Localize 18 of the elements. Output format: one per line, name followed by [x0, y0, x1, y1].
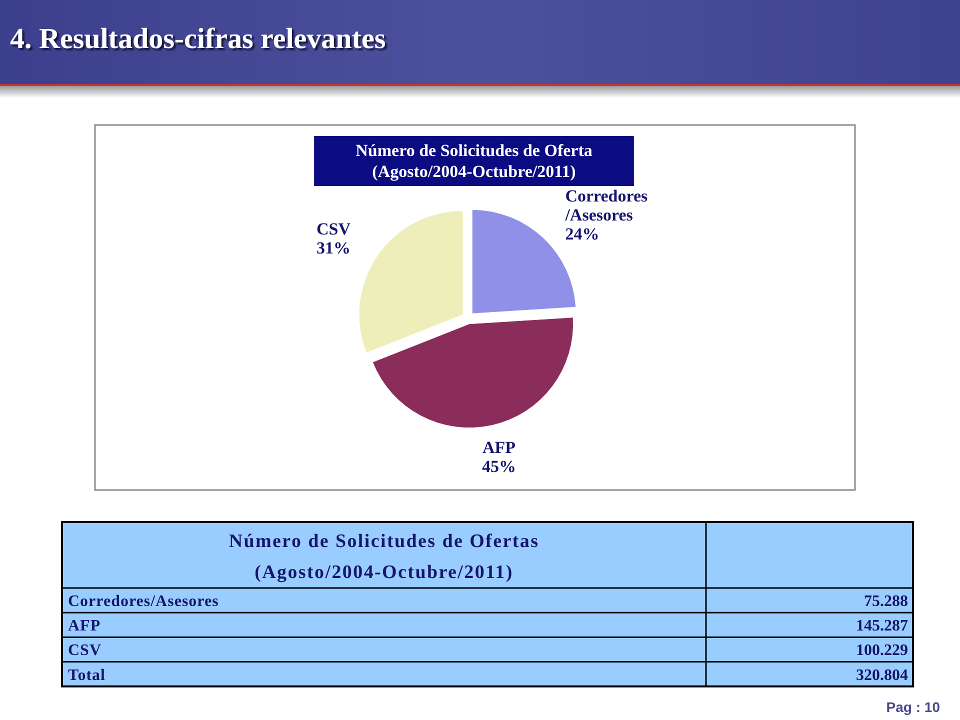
slice-label: CSV [316, 220, 352, 239]
slice-label: AFP [482, 438, 516, 458]
data-label: 31% [316, 238, 351, 258]
data-label: 100.229 [856, 642, 908, 660]
slice-label: Corredores/Asesores [564, 186, 648, 224]
chart-title: Número de Solicitudes de Oferta (Agosto/2004-Octubre/2011) [356, 141, 593, 181]
text: Número de Solicitudes de Ofertas (Agosto/2004-Octubre/2011) [228, 531, 540, 583]
category-label: Corredores/Asesores [68, 593, 219, 610]
data-label: 75.288 [864, 593, 908, 610]
text: Pag : 10 [886, 699, 940, 715]
category-label: CSV [68, 642, 102, 660]
data-label: 145.287 [856, 618, 908, 635]
data-label: 24% [565, 224, 600, 244]
text: 4. Resultados-cifras relevantes [10, 23, 386, 55]
category-label: Total [68, 666, 106, 684]
data-label: 320.804 [856, 666, 908, 684]
category-label: AFP [68, 618, 101, 635]
data-label: 45% [482, 457, 516, 476]
